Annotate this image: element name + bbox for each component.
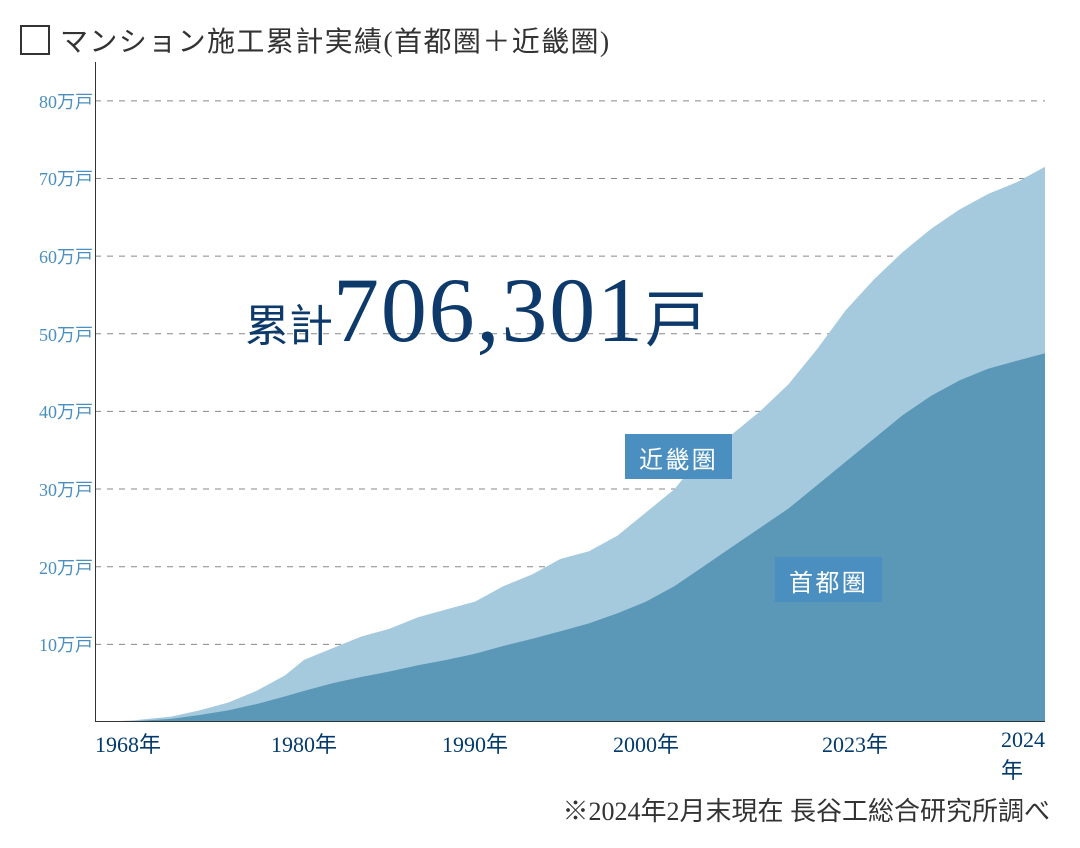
overlay-number: 706,301 — [333, 259, 645, 361]
chart-container: マンション施工累計実績(首都圏＋近畿圏) 10万戸20万戸30万戸40万戸50万… — [0, 0, 1080, 848]
x-tick-label: 1968年 — [95, 727, 161, 759]
x-tick-label: 2000年 — [613, 727, 679, 759]
x-tick-label: 2024年 — [1001, 727, 1045, 785]
x-tick-label: 1990年 — [442, 727, 508, 759]
y-tick-label: 60万戸 — [39, 243, 93, 269]
overlay-suffix: 戸 — [645, 287, 707, 355]
cumulative-total-overlay: 累計706,301戸 — [245, 257, 707, 363]
y-tick-label: 80万戸 — [39, 88, 93, 114]
y-tick-label: 40万戸 — [39, 398, 93, 424]
y-tick-label: 20万戸 — [39, 554, 93, 580]
y-tick-label: 70万戸 — [39, 165, 93, 191]
plot-area: 10万戸20万戸30万戸40万戸50万戸60万戸70万戸80万戸 1968年19… — [95, 62, 1045, 722]
y-tick-label: 10万戸 — [39, 631, 93, 657]
region-label-kinki: 近畿圏 — [625, 434, 732, 479]
title-row: マンション施工累計実績(首都圏＋近畿圏) — [20, 20, 1050, 60]
y-axis-labels: 10万戸 20万戸 30万戸 40万戸 50万戸 60万戸 70万戸 80万戸 — [23, 62, 93, 722]
x-tick-label: 1980年 — [271, 727, 337, 759]
y-tick-label: 30万戸 — [39, 476, 93, 502]
overlay-prefix: 累計 — [245, 302, 333, 351]
title-marker-box — [20, 25, 50, 55]
region-label-shutoken: 首都圏 — [775, 557, 882, 602]
source-footnote: ※2024年2月末現在 長谷工総合研究所調べ — [562, 791, 1050, 828]
y-tick-label: 50万戸 — [39, 321, 93, 347]
x-axis-labels: 1968年1980年1990年2000年2023年2024年 — [95, 727, 1045, 757]
x-tick-label: 2023年 — [822, 727, 888, 759]
area-chart-svg — [95, 62, 1045, 722]
chart-title: マンション施工累計実績(首都圏＋近畿圏) — [60, 20, 611, 60]
